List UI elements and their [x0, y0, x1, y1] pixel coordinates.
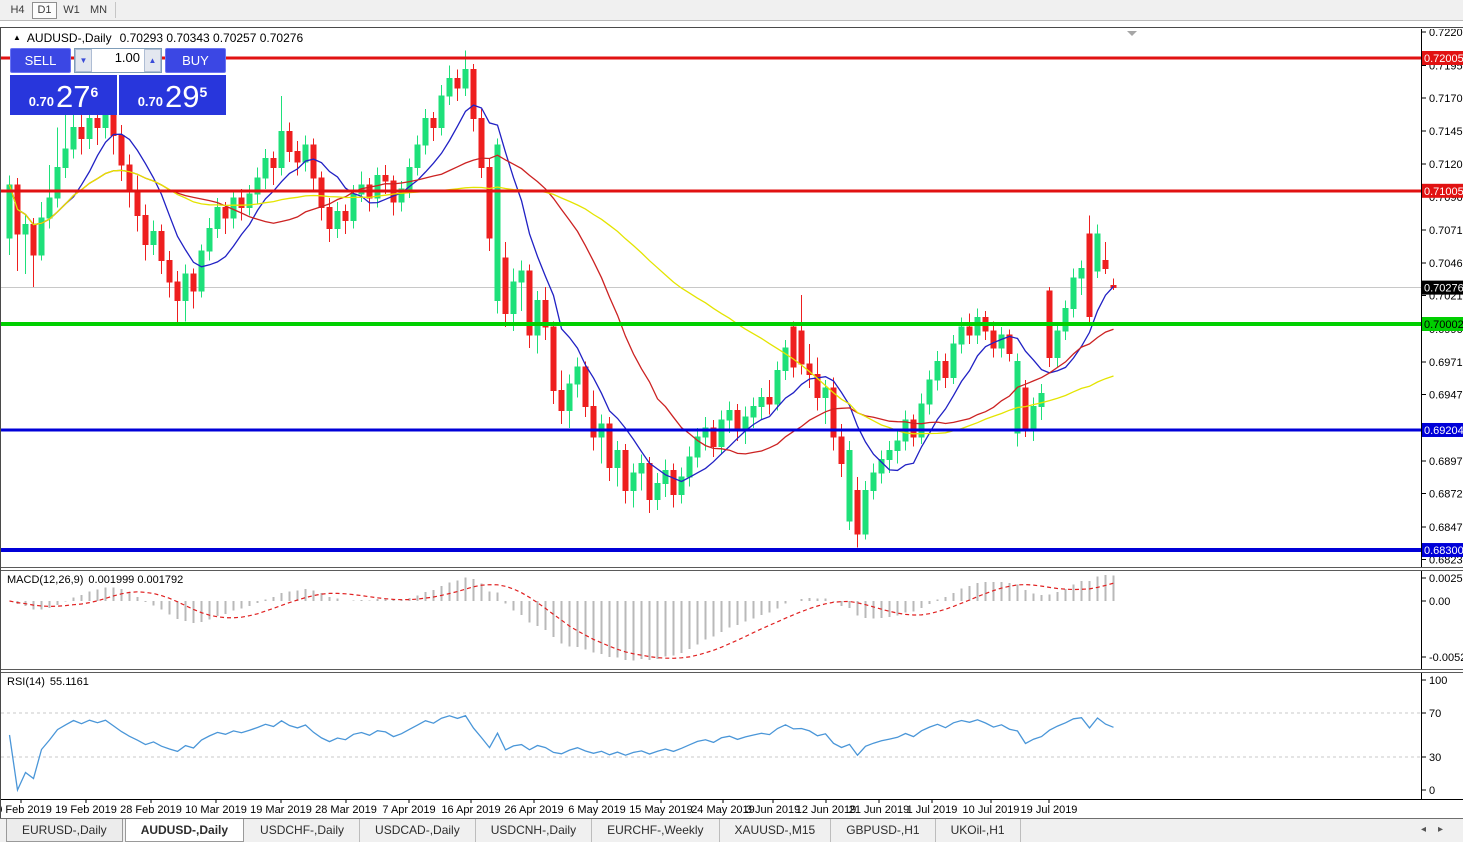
volume-increase-button[interactable]: ▲ [144, 49, 161, 72]
chart-tab-usdchf-daily[interactable]: USDCHF-,Daily [245, 819, 361, 842]
svg-text:-0.005234: -0.005234 [1429, 652, 1463, 664]
timeframe-button-D1[interactable]: D1 [32, 1, 57, 19]
svg-text:0.71205: 0.71205 [1429, 159, 1463, 171]
volume-input[interactable] [92, 50, 144, 65]
svg-text:0.70276: 0.70276 [1424, 283, 1463, 295]
svg-text:0.68725: 0.68725 [1429, 489, 1463, 501]
svg-text:0.68475: 0.68475 [1429, 522, 1463, 534]
svg-text:24 May 2019: 24 May 2019 [691, 804, 755, 816]
chart-tab-usdcnh-daily[interactable]: USDCNH-,Daily [476, 819, 593, 842]
timeframe-button-H4[interactable]: H4 [10, 4, 25, 16]
panel-divider-rsi[interactable] [1, 669, 1463, 673]
tab-scroll-arrows[interactable]: ◂▸ [1420, 824, 1455, 835]
chart-tab-eurchf-weekly[interactable]: EURCHF-,Weekly [592, 819, 720, 842]
svg-text:28 Mar 2019: 28 Mar 2019 [315, 804, 377, 816]
panel-divider-macd[interactable] [1, 567, 1463, 571]
svg-text:0.00: 0.00 [1429, 596, 1450, 608]
svg-text:30: 30 [1429, 752, 1441, 764]
svg-text:19 Mar 2019: 19 Mar 2019 [250, 804, 312, 816]
svg-text:70: 70 [1429, 708, 1441, 720]
svg-text:0.71455: 0.71455 [1429, 126, 1463, 138]
toolbar-divider [115, 2, 116, 18]
sell-button[interactable]: SELL [10, 48, 71, 73]
svg-text:0.71705: 0.71705 [1429, 93, 1463, 105]
svg-text:19 Feb 2019: 19 Feb 2019 [55, 804, 117, 816]
buy-button[interactable]: BUY [165, 48, 226, 73]
chart-tab-bar: EURUSD-,Daily AUDUSD-,Daily USDCHF-,Daily U… [0, 818, 1463, 842]
svg-text:3 Jun 2019: 3 Jun 2019 [746, 804, 800, 816]
svg-text:12 Jun 2019: 12 Jun 2019 [796, 804, 857, 816]
svg-text:0.70002: 0.70002 [1424, 319, 1463, 331]
svg-text:100: 100 [1429, 675, 1447, 687]
svg-text:28 Feb 2019: 28 Feb 2019 [120, 804, 182, 816]
svg-text:10 Jul 2019: 10 Jul 2019 [963, 804, 1020, 816]
macd-panel-canvas[interactable]: 0.002522 0.00 -0.005234 [1, 571, 1463, 669]
timeframe-button-MN[interactable]: MN [89, 4, 108, 16]
svg-text:21 Jun 2019: 21 Jun 2019 [849, 804, 910, 816]
svg-text:16 Apr 2019: 16 Apr 2019 [441, 804, 500, 816]
svg-text:19 Jul 2019: 19 Jul 2019 [1021, 804, 1078, 816]
chart-tab-gbpusd-h1[interactable]: GBPUSD-,H1 [831, 819, 936, 842]
svg-text:0.002522: 0.002522 [1429, 573, 1463, 585]
svg-text:10 Mar 2019: 10 Mar 2019 [185, 804, 247, 816]
svg-text:0.72005: 0.72005 [1424, 53, 1463, 65]
buy-price-button[interactable]: 0.70 29 5 [119, 75, 226, 115]
svg-text:15 May 2019: 15 May 2019 [629, 804, 693, 816]
chart-shift-marker-icon [1127, 31, 1137, 36]
timeframe-toolbar: H4 D1 W1 MN [0, 0, 1463, 21]
sell-price-button[interactable]: 0.70 27 6 [10, 75, 117, 115]
rsi-panel-canvas[interactable]: 100 70 30 0 [1, 673, 1463, 799]
main-chart-canvas[interactable]: 0.722000.719500.717050.714550.712050.709… [1, 29, 1463, 567]
svg-text:0.71005: 0.71005 [1424, 186, 1463, 198]
svg-text:0.68300: 0.68300 [1424, 545, 1463, 557]
chart-tab-eurusd-daily[interactable]: EURUSD-,Daily [6, 819, 123, 842]
chart-tab-xauusd-m15[interactable]: XAUUSD-,M15 [720, 819, 832, 842]
chart-tab-audusd-daily[interactable]: AUDUSD-,Daily [124, 819, 245, 842]
svg-text:7 Apr 2019: 7 Apr 2019 [382, 804, 435, 816]
svg-text:6 May 2019: 6 May 2019 [568, 804, 625, 816]
volume-stepper: ▼ ▲ [74, 48, 162, 73]
svg-text:10 Feb 2019: 10 Feb 2019 [1, 804, 52, 816]
svg-text:1 Jul 2019: 1 Jul 2019 [907, 804, 958, 816]
chart-tab-usdcad-daily[interactable]: USDCAD-,Daily [360, 819, 476, 842]
svg-text:26 Apr 2019: 26 Apr 2019 [504, 804, 563, 816]
timeframe-button-W1[interactable]: W1 [63, 4, 80, 16]
chart-window: ▲ AUDUSD-,Daily 0.70293 0.70343 0.70257 … [0, 27, 1463, 819]
volume-decrease-button[interactable]: ▼ [75, 49, 92, 72]
chart-tab-ukoil-h1[interactable]: UKOil-,H1 [936, 819, 1021, 842]
one-click-trade-panel: SELL ▼ ▲ BUY 0.70 27 6 0.70 29 5 [10, 48, 226, 115]
svg-text:0.69715: 0.69715 [1429, 357, 1463, 369]
svg-text:0.69204: 0.69204 [1424, 425, 1463, 437]
svg-text:0: 0 [1429, 785, 1435, 797]
